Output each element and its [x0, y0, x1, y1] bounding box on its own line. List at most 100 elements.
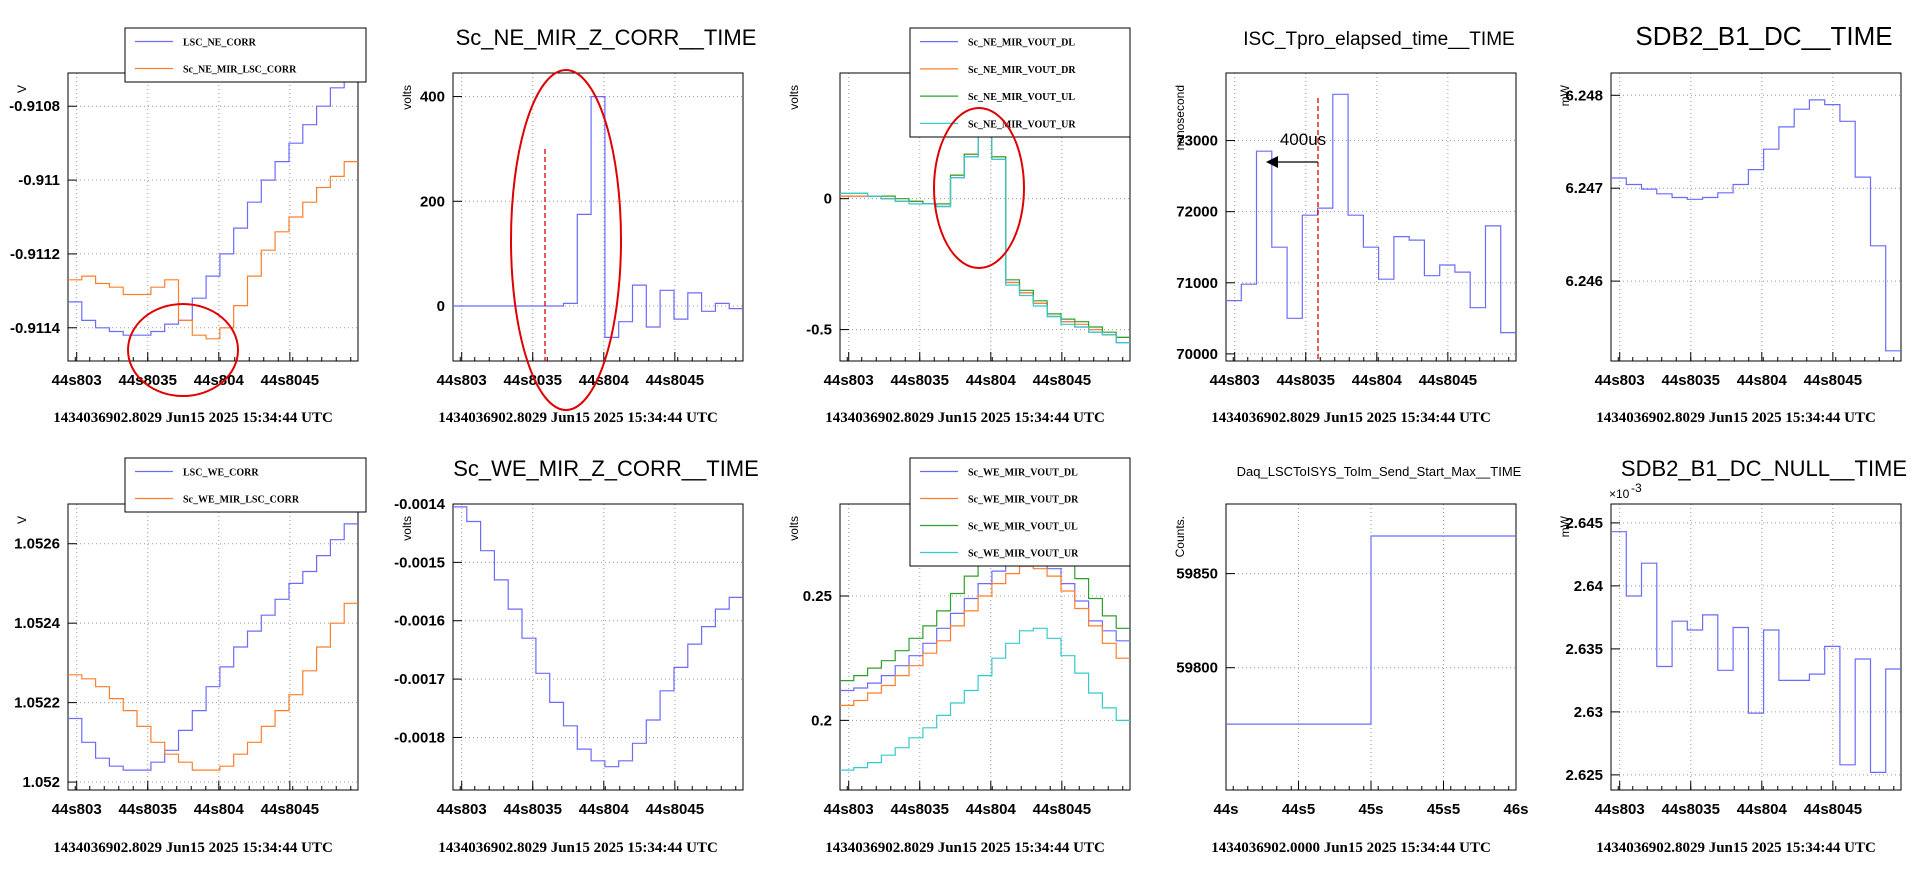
- legend-box: [909, 27, 1131, 138]
- y-axis-label: Counts.: [1173, 516, 1187, 557]
- timestamp-footer: 1434036902.0000 Jun15 2025 15:34:44 UTC: [1211, 840, 1491, 856]
- x-tick-label: 44s8035: [1277, 372, 1335, 389]
- y-tick-label: -0.0017: [394, 671, 445, 688]
- x-tick-label: 44s803: [437, 801, 487, 818]
- y-axis-label: mW: [1558, 84, 1572, 106]
- x-tick-label: 44s803: [1595, 372, 1645, 389]
- chart-title: Sc_NE_MIR_Z_CORR__TIME: [456, 25, 757, 50]
- legend-entry: Sc_NE_MIR_VOUT_DL: [968, 38, 1075, 49]
- y-axis-label: nanosecond: [1173, 85, 1187, 150]
- x-tick-label: 44s8035: [891, 372, 949, 389]
- legend-entry: Sc_NE_MIR_VOUT_UL: [968, 92, 1075, 103]
- y-axis-label: volts: [400, 85, 414, 110]
- x-tick-label: 44s804: [1737, 801, 1788, 818]
- annotation-label: 400us: [1280, 130, 1326, 149]
- chart-panel-7: 44s803 44s8035 44s804 44s8045 -0.0014 -0.0015…: [394, 456, 759, 856]
- data-series-line: [1611, 99, 1901, 352]
- plot-frame: [1610, 503, 1902, 791]
- chart-panel-1: 44s803 44s8035 44s804 44s8045 -0.9108 -0.911 -…: [9, 27, 367, 426]
- x-tick-label: 45s5: [1427, 801, 1460, 818]
- y-tick-label: -0.911: [18, 172, 60, 189]
- y-tick-label: 200: [420, 193, 445, 210]
- legend-box: [124, 457, 367, 513]
- x-tick-label: 44s804: [194, 801, 245, 818]
- y-tick-label: 70000: [1176, 346, 1218, 363]
- y-tick-label: 0: [437, 298, 445, 315]
- chart-panel-6: 44s803 44s8035 44s804 44s8045 1.0526 1.0524 1.…: [14, 457, 367, 856]
- legend-entry: Sc_NE_MIR_VOUT_DR: [968, 65, 1076, 76]
- data-series-line: [840, 565, 1130, 706]
- x-tick-label: 44s8035: [1662, 801, 1720, 818]
- plot-frame: [452, 72, 744, 362]
- y-tick-label: 73000: [1176, 133, 1218, 150]
- chart-panel-10: 44s803 44s8035 44s804 44s8045 2.645 2.64 2.635…: [1558, 456, 1907, 856]
- y-axis-label: mW: [1558, 515, 1572, 537]
- y-tick-label: 72000: [1176, 204, 1218, 221]
- data-series-line: [1611, 531, 1901, 773]
- plot-frame: [1225, 72, 1517, 362]
- legend-entry: LSC_NE_CORR: [183, 38, 257, 49]
- x-tick-label: 44s804: [966, 372, 1017, 389]
- x-tick-label: 44s5: [1282, 801, 1315, 818]
- y-tick-label: -0.5: [806, 322, 832, 339]
- y-axis-label: volts: [787, 85, 801, 110]
- chart-panel-5: 44s803 44s8035 44s804 44s8045 6.248 6.247 6.24…: [1558, 21, 1902, 426]
- chart-panel-2: 44s803 44s8035 44s804 44s8045 0 200 400 volts Sc…: [400, 25, 756, 426]
- x-tick-label: 44s8045: [261, 372, 319, 389]
- y-tick-label: -0.9108: [9, 98, 60, 115]
- y-tick-label: 1.0522: [14, 695, 60, 712]
- timestamp-footer: 1434036902.8029 Jun15 2025 15:34:44 UTC: [53, 840, 333, 856]
- x-tick-label: 44s8035: [1662, 372, 1720, 389]
- y-tick-label: -0.9112: [10, 246, 60, 263]
- legend: LSC_NE_CORR Sc_NE_MIR_LSC_CORR: [124, 27, 367, 83]
- y-axis-label: V: [15, 85, 29, 93]
- data-series-line: [1226, 535, 1516, 725]
- x-tick-label: 44s803: [1210, 372, 1260, 389]
- y-tick-label: -0.0015: [394, 554, 445, 571]
- plot-frame: [67, 503, 359, 791]
- y-axis-label: volts: [400, 516, 414, 541]
- x-tick-label: 44s8035: [119, 372, 177, 389]
- x-tick-label: 44s803: [52, 801, 102, 818]
- x-tick-label: 44s803: [824, 372, 874, 389]
- legend: Sc_WE_MIR_VOUT_DL Sc_WE_MIR_VOUT_DR Sc_WE_…: [909, 457, 1131, 567]
- data-series-line: [68, 602, 358, 771]
- chart-title: Sc_WE_MIR_Z_CORR__TIME: [453, 456, 759, 481]
- x-tick-label: 44s803: [824, 801, 874, 818]
- y-tick-label: 2.63: [1574, 704, 1603, 721]
- chart-panel-3: 44s803 44s8035 44s804 44s8045 0 -0.5 volts Sc_N…: [787, 27, 1131, 426]
- y-tick-label: 6.247: [1565, 180, 1603, 197]
- legend-entry: Sc_NE_MIR_VOUT_UR: [968, 119, 1076, 130]
- plot-frame: [452, 503, 744, 791]
- timestamp-footer: 1434036902.8029 Jun15 2025 15:34:44 UTC: [53, 410, 333, 426]
- annotation-ellipse: [127, 303, 239, 397]
- chart-panel-8: 44s803 44s8035 44s804 44s8045 0.25 0.2 volts Sc…: [787, 457, 1131, 856]
- x-tick-label: 44s804: [1737, 372, 1788, 389]
- data-series-line: [840, 627, 1130, 771]
- chart-title: SDB2_B1_DC__TIME: [1635, 21, 1892, 51]
- legend-entry: Sc_WE_MIR_VOUT_DL: [968, 468, 1078, 479]
- y-tick-label: 400: [420, 89, 445, 106]
- x-tick-label: 44s8035: [891, 801, 949, 818]
- x-tick-label: 44s804: [579, 801, 630, 818]
- y-tick-label: -0.0018: [394, 729, 445, 746]
- x-tick-label: 44s803: [52, 372, 102, 389]
- legend-box: [909, 457, 1131, 567]
- y-tick-label: -0.9114: [10, 320, 61, 337]
- x-tick-label: 44s804: [194, 372, 245, 389]
- x-tick-label: 44s804: [966, 801, 1017, 818]
- y-tick-label: 0: [824, 191, 832, 208]
- timestamp-footer: 1434036902.8029 Jun15 2025 15:34:44 UTC: [825, 840, 1105, 856]
- x-tick-label: 44s8045: [646, 372, 704, 389]
- timestamp-footer: 1434036902.8029 Jun15 2025 15:34:44 UTC: [1596, 840, 1876, 856]
- x-tick-label: 44s8045: [1419, 372, 1477, 389]
- x-tick-label: 44s8045: [1804, 372, 1862, 389]
- x-tick-label: 44s8035: [119, 801, 177, 818]
- y-axis-label: V: [15, 516, 29, 524]
- y-tick-label: 6.246: [1565, 273, 1603, 290]
- chart-title: ISC_Tpro_elapsed_time__TIME: [1243, 29, 1514, 50]
- x-tick-label: 44s8035: [504, 801, 562, 818]
- plot-frame: [67, 72, 359, 362]
- data-series-line: [840, 558, 1130, 692]
- legend-entry: Sc_WE_MIR_LSC_CORR: [183, 495, 300, 506]
